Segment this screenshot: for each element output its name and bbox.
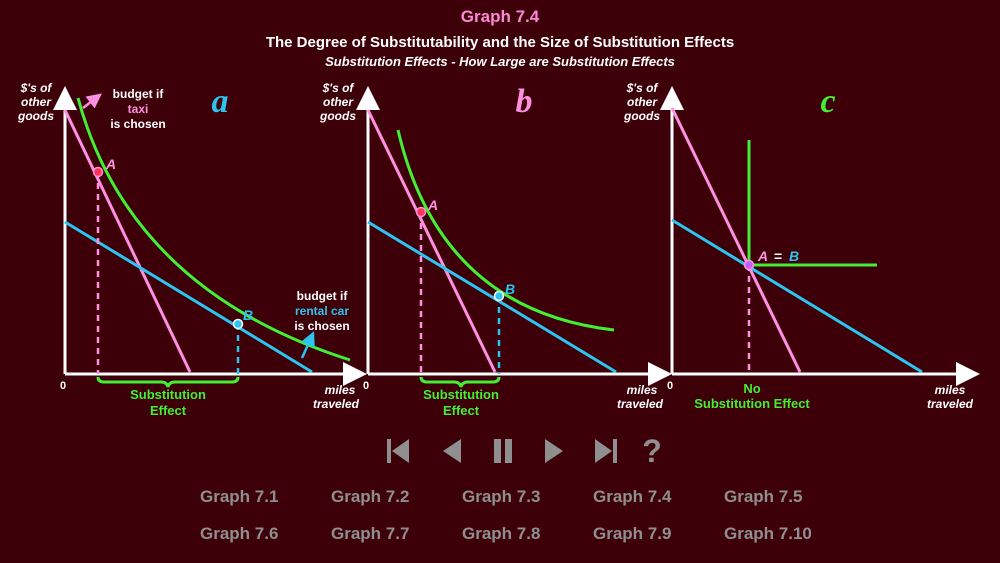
panel-c-letter: c	[820, 83, 835, 120]
skip-to-last-icon	[595, 439, 617, 463]
panel-a: A B Substitution Effect $'s of other goo…	[17, 81, 367, 418]
nav-graph-7-3[interactable]: Graph 7.3	[462, 487, 541, 506]
panel-a-point-b	[232, 318, 244, 330]
previous-icon	[443, 439, 461, 463]
panel-a-taxi-label-2: taxi	[128, 102, 149, 116]
panel-a-xlabel-2: traveled	[313, 397, 360, 411]
panel-a-ylabel-2: other	[21, 95, 52, 109]
panel-b-letter: b	[516, 83, 533, 120]
panel-a-effect-brace	[96, 376, 240, 388]
panel-c-ylabel-3: goods	[623, 109, 660, 123]
panel-b-xlabel-1: miles	[627, 383, 658, 397]
panel-a-rental-arrow	[300, 331, 315, 359]
panel-b-point-b	[493, 290, 505, 302]
panel-c-ylabel-1: $'s of	[626, 81, 659, 95]
panel-a-label-a: A	[105, 156, 116, 172]
pause-icon	[494, 439, 512, 463]
panel-a-letter: a	[212, 83, 229, 120]
panel-a-rental-label-3: is chosen	[294, 319, 349, 333]
panel-a-taxi-label-3: is chosen	[110, 117, 165, 131]
panel-c-taxi-budget-line	[670, 107, 802, 373]
nav-graph-7-10[interactable]: Graph 7.10	[724, 524, 812, 543]
panel-b-origin: 0	[363, 380, 369, 392]
panel-a-ylabel-3: goods	[17, 109, 54, 123]
nav-graph-7-1[interactable]: Graph 7.1	[200, 487, 279, 506]
panel-c-xlabel-2: traveled	[927, 397, 974, 411]
panel-b-effect-label-1: Substitution	[423, 387, 499, 402]
panel-a-origin: 0	[60, 380, 66, 392]
panel-b-indifference-curve	[396, 129, 615, 332]
panel-b-xlabel-2: traveled	[617, 397, 664, 411]
graph-subsubtitle: Substitution Effects - How Large are Sub…	[325, 54, 675, 69]
panel-c-point-ab	[743, 259, 755, 271]
panel-a-effect-label-2: Effect	[150, 403, 187, 418]
previous-button[interactable]	[436, 434, 468, 468]
nav-graph-7-8[interactable]: Graph 7.8	[462, 524, 541, 543]
panel-a-indifference-curve	[76, 97, 351, 362]
skip-to-last-button[interactable]	[590, 434, 622, 468]
panel-a-effect-label-1: Substitution	[130, 387, 206, 402]
panel-b-label-a: A	[427, 197, 438, 213]
panel-a-point-a	[92, 166, 104, 178]
panel-c-indifference-curve	[747, 140, 877, 267]
panel-a-taxi-budget-line	[63, 109, 192, 373]
skip-to-first-icon	[387, 439, 409, 463]
panel-b-taxi-budget-line	[366, 109, 497, 373]
skip-to-first-button[interactable]	[382, 434, 414, 468]
panel-c-ylabel-2: other	[627, 95, 658, 109]
graphs-canvas: A B Substitution Effect $'s of other goo…	[17, 81, 980, 418]
panel-b-ylabel-1: $'s of	[322, 81, 355, 95]
panel-a-xlabel-1: miles	[325, 383, 356, 397]
panel-a-rental-label-1: budget if	[297, 289, 349, 303]
graph-title: Graph 7.4	[460, 7, 540, 26]
panel-c-label-eq: =	[774, 248, 782, 264]
panel-c-effect-label-1: No	[743, 381, 760, 396]
next-icon	[545, 439, 563, 463]
nav-graph-7-5[interactable]: Graph 7.5	[724, 487, 803, 506]
nav-graph-7-2[interactable]: Graph 7.2	[331, 487, 410, 506]
help-button[interactable]: ?	[642, 432, 662, 469]
panel-c-effect-label-2: Substitution Effect	[694, 396, 810, 411]
panel-a-taxi-arrow	[82, 93, 102, 109]
panel-b-effect-label-2: Effect	[443, 403, 480, 418]
panel-b-effect-brace	[419, 376, 501, 388]
panel-b: A B Substitution Effect $'s of other goo…	[319, 81, 672, 418]
panel-b-ylabel-2: other	[323, 95, 354, 109]
panel-c-label-a: A	[757, 248, 768, 264]
panel-c-rental-budget-line	[671, 218, 923, 374]
panel-b-label-b: B	[505, 281, 515, 297]
panel-c-xlabel-1: miles	[935, 383, 966, 397]
next-button[interactable]	[538, 434, 570, 468]
panel-a-label-b: B	[243, 307, 253, 323]
nav-graph-7-6[interactable]: Graph 7.6	[200, 524, 279, 543]
panel-b-point-a	[415, 206, 427, 218]
panel-c-label-b: B	[789, 248, 799, 264]
nav-graph-7-4[interactable]: Graph 7.4	[593, 487, 672, 506]
graph-subtitle: The Degree of Substitutability and the S…	[265, 34, 735, 51]
panel-a-ylabel-1: $'s of	[20, 81, 53, 95]
panel-a-rental-budget-line	[64, 220, 313, 374]
panel-a-taxi-label-1: budget if	[113, 87, 165, 101]
nav-graph-7-9[interactable]: Graph 7.9	[593, 524, 672, 543]
panel-c: A = B No Substitution Effect $'s of othe…	[623, 81, 980, 411]
nav-graph-7-7[interactable]: Graph 7.7	[331, 524, 410, 543]
panel-b-rental-budget-line	[367, 220, 617, 374]
panel-b-ylabel-3: goods	[319, 109, 356, 123]
panel-c-origin: 0	[667, 380, 673, 392]
pause-button[interactable]	[487, 434, 519, 468]
panel-a-rental-label-2: rental car	[295, 304, 349, 318]
